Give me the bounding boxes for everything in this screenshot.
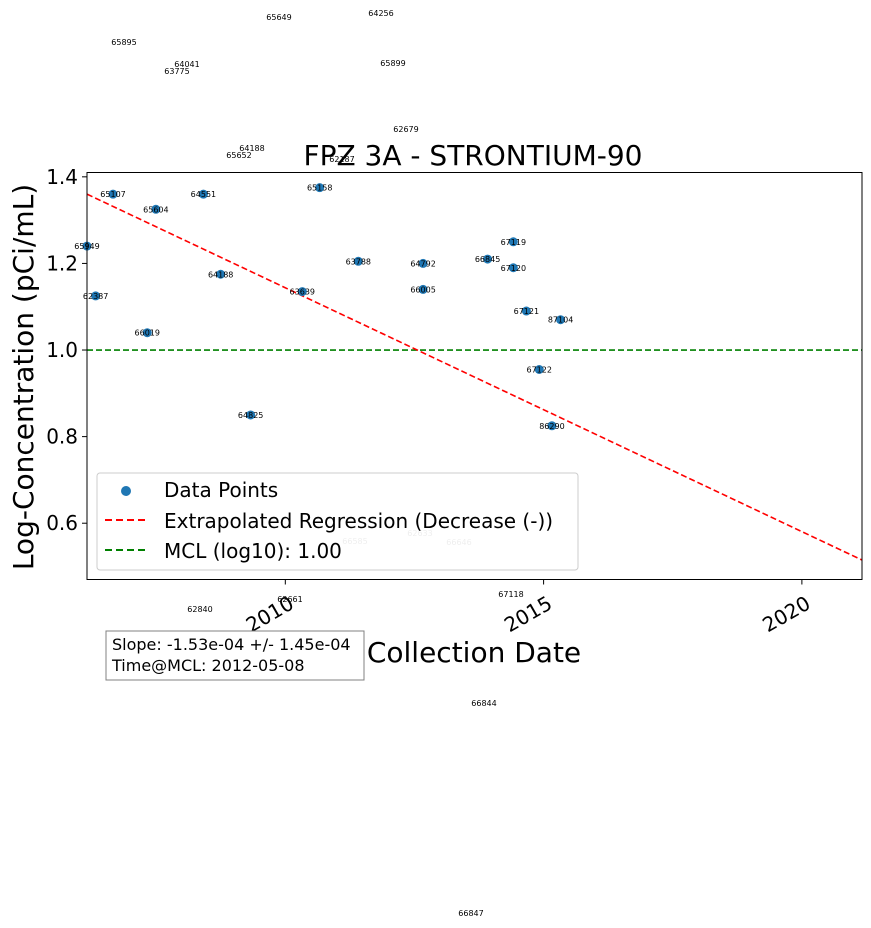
stray-point-label: 66847 <box>458 909 483 918</box>
data-point <box>246 410 256 420</box>
data-point <box>142 328 152 338</box>
data-point <box>508 237 518 247</box>
data-point-label: 62387 <box>83 292 108 301</box>
data-point-label: 64825 <box>238 411 263 420</box>
legend: Data Points Extrapolated Regression (Dec… <box>96 472 579 571</box>
data-point-label: 64188 <box>208 270 233 279</box>
x-tick-label: 2020 <box>758 591 814 637</box>
stats-box: Slope: -1.53e-04 +/- 1.45e-04 Time@MCL: … <box>105 630 365 681</box>
data-point <box>353 256 363 266</box>
axes-frame <box>86 172 863 580</box>
legend-label-points: Data Points <box>164 478 278 502</box>
y-tick-label: 1.2 <box>46 251 78 275</box>
data-point-label: 65604 <box>143 205 168 214</box>
data-point <box>151 204 161 214</box>
y-axis-label: Log-Concentration (pCi/mL) <box>7 184 40 570</box>
data-point-label: 64551 <box>191 190 216 199</box>
data-point <box>418 284 428 294</box>
stats-frame <box>105 630 365 681</box>
stray-point-label: 65895 <box>111 38 136 47</box>
data-point-label: 67121 <box>514 307 539 316</box>
y-tick-label: 1.0 <box>46 338 78 362</box>
data-point-label: 65107 <box>100 190 125 199</box>
stray-point-label: 64188 <box>239 144 264 153</box>
legend-box <box>96 472 579 571</box>
data-point <box>556 315 566 325</box>
data-point <box>547 421 557 431</box>
stray-point-label: 63775 <box>164 67 189 76</box>
data-point-label: 66019 <box>135 329 160 338</box>
y-tick-label: 1.4 <box>46 165 78 189</box>
stray-point-label: 62187 <box>329 155 354 164</box>
data-point-label: 66845 <box>475 255 500 264</box>
stray-point-label: 64256 <box>368 9 393 18</box>
slope-text: Slope: -1.53e-04 +/- 1.45e-04 <box>112 635 351 654</box>
data-point <box>508 263 518 273</box>
data-point <box>108 189 118 199</box>
data-point <box>534 365 544 375</box>
data-point-label: 65158 <box>307 184 332 193</box>
data-point <box>297 287 307 297</box>
y-tick-label: 0.8 <box>46 425 78 449</box>
data-point <box>418 258 428 268</box>
data-point-label: 67120 <box>501 264 526 273</box>
legend-label-mcl: MCL (log10): 1.00 <box>164 539 342 563</box>
stray-point-label: 62840 <box>187 605 212 614</box>
stray-point-label: 62679 <box>393 125 418 134</box>
stray-point-label: 67118 <box>498 590 523 599</box>
data-point <box>521 306 531 316</box>
data-point-label: 67122 <box>526 366 551 375</box>
data-point-label: 86290 <box>539 422 564 431</box>
x-tick-label: 2010 <box>242 591 298 637</box>
data-point-label: 63639 <box>290 288 315 297</box>
data-point-label: 67119 <box>501 238 526 247</box>
chart-title: FPZ 3A - STRONTIUM-90 <box>303 139 642 172</box>
data-point-label: 66005 <box>410 285 435 294</box>
data-point <box>483 254 493 264</box>
stray-point-label: 65899 <box>380 59 405 68</box>
stray-point-label: 62661 <box>277 595 302 604</box>
stray-point-label: 66844 <box>471 699 496 708</box>
data-point-label: 63788 <box>346 257 371 266</box>
data-point <box>91 291 101 301</box>
legend-marker-points <box>121 486 131 496</box>
time-at-mcl-text: Time@MCL: 2012-05-08 <box>111 656 305 675</box>
data-point <box>216 269 226 279</box>
data-point-label: 87104 <box>548 316 573 325</box>
stray-point-label: 64041 <box>174 60 199 69</box>
data-point <box>198 189 208 199</box>
stray-point-label: 65649 <box>266 13 291 22</box>
data-point <box>315 183 325 193</box>
data-point-label: 64792 <box>410 259 435 268</box>
legend-label-regression: Extrapolated Regression (Decrease (-)) <box>164 509 553 533</box>
stray-point-label: 65652 <box>226 151 251 160</box>
x-axis-label: Collection Date <box>367 636 581 669</box>
regression-line <box>86 193 863 561</box>
y-tick-label: 0.6 <box>46 511 78 535</box>
plot-area: 6510765604645516594962387660196418864825… <box>74 183 863 561</box>
